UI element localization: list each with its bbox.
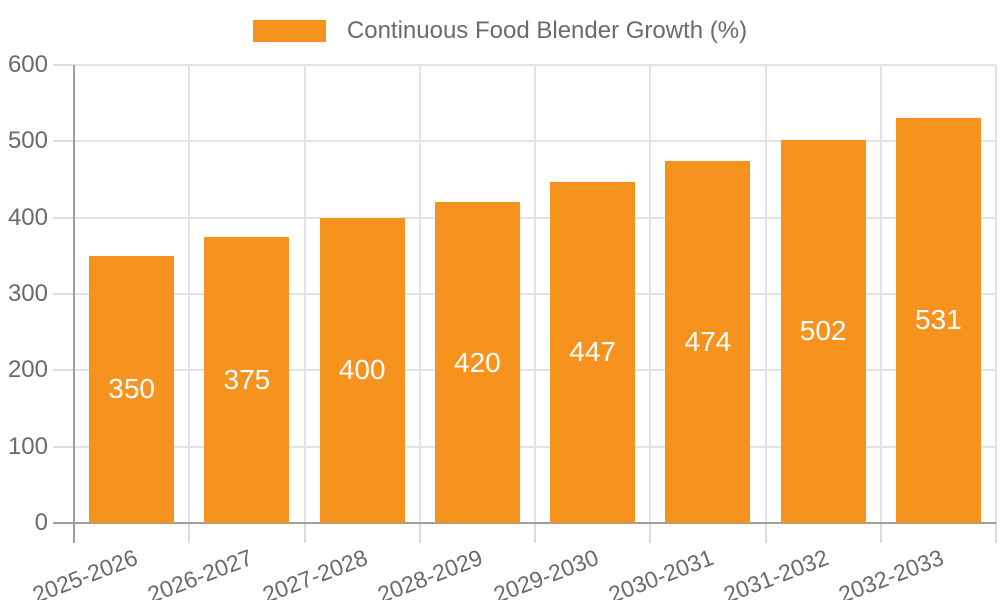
bar-2026-2027[interactable]: 375: [204, 236, 290, 523]
y-axis-tick-label: 0: [34, 509, 48, 536]
y-tick-mark: [53, 140, 74, 143]
x-gridline: [418, 65, 421, 523]
y-tick-mark: [53, 293, 74, 295]
x-axis-category-label: 2030-2031: [604, 544, 717, 600]
y-axis-tick-label: 400: [7, 203, 48, 231]
legend-swatch: [252, 20, 326, 42]
x-tick-mark: [764, 523, 767, 543]
bar-2030-2031[interactable]: 474: [665, 161, 751, 523]
bar-value-label: 350: [108, 373, 155, 405]
bar-value-label: 400: [338, 354, 386, 386]
x-axis-category-label: 2028-2029: [374, 544, 487, 600]
bar-2025-2026[interactable]: 350: [89, 255, 175, 523]
bar-2028-2029[interactable]: 420: [434, 202, 520, 523]
y-tick-mark: [53, 64, 74, 66]
x-axis-category-label: 2029-2030: [489, 544, 602, 600]
bar-2029-2030[interactable]: 447: [550, 181, 636, 523]
y-axis-tick-label: 600: [7, 51, 48, 78]
x-gridline: [649, 65, 652, 523]
x-gridline: [879, 65, 882, 523]
x-tick-mark: [303, 523, 306, 543]
y-axis-tick-label: 300: [7, 280, 48, 307]
x-gridline: [534, 65, 536, 523]
bar-2031-2032[interactable]: 502: [780, 139, 866, 523]
bar-value-label: 420: [454, 346, 501, 378]
x-gridline: [303, 65, 306, 523]
x-tick-mark: [534, 523, 536, 543]
x-tick-mark: [418, 523, 421, 543]
x-gridline: [995, 65, 997, 523]
bar-2032-2033[interactable]: 531: [895, 117, 981, 523]
y-axis-line: [73, 65, 75, 543]
x-axis-category-label: 2032-2033: [835, 544, 948, 600]
bar-value-label: 502: [799, 315, 847, 347]
legend: Continuous Food Blender Growth (%): [0, 16, 1000, 46]
x-axis-category-label: 2031-2032: [720, 544, 833, 600]
bar-2027-2028[interactable]: 400: [319, 217, 405, 523]
bar-value-label: 447: [569, 336, 616, 368]
x-tick-mark: [188, 523, 191, 543]
y-axis-tick-label: 200: [7, 356, 48, 384]
x-tick-mark: [879, 523, 882, 543]
x-axis-category-label: 2027-2028: [259, 544, 372, 600]
x-axis-line: [53, 522, 996, 524]
x-tick-mark: [995, 523, 997, 543]
y-tick-mark: [53, 445, 74, 448]
x-tick-mark: [649, 523, 652, 543]
x-gridline: [188, 65, 191, 523]
y-tick-mark: [53, 216, 74, 219]
y-tick-mark: [53, 369, 74, 372]
bar-value-label: 375: [223, 363, 271, 395]
x-axis-category-label: 2025-2026: [28, 544, 141, 600]
bar-value-label: 474: [684, 326, 732, 358]
bar-value-label: 531: [915, 304, 962, 336]
x-gridline: [764, 65, 767, 523]
legend-label: Continuous Food Blender Growth (%): [346, 17, 748, 44]
y-axis-tick-label: 100: [7, 432, 48, 460]
x-axis-category-label: 2026-2027: [143, 544, 256, 600]
y-axis-tick-label: 500: [7, 127, 48, 155]
legend-item[interactable]: Continuous Food Blender Growth (%): [252, 16, 748, 46]
